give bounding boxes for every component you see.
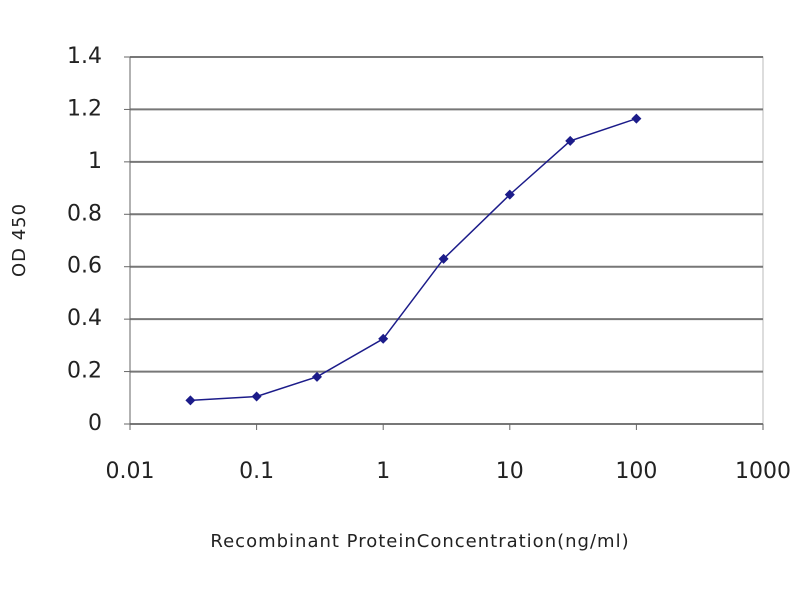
marker (185, 395, 196, 406)
marker (438, 253, 449, 264)
x-axis-title: Recombinant ProteinConcentration(ng/ml) (210, 531, 629, 552)
y-tick-label: 0.4 (67, 306, 102, 331)
marker (504, 189, 515, 200)
y-tick-label: 0.6 (67, 254, 102, 279)
y-tick-label: 0 (88, 411, 102, 436)
marker (378, 333, 389, 344)
y-tick-label: 1.2 (67, 96, 102, 121)
y-tick-label: 1 (88, 149, 102, 174)
x-tick-label: 10 (496, 459, 524, 484)
x-tick-label: 0.01 (106, 459, 155, 484)
marker (631, 113, 642, 124)
series-line (190, 117, 637, 402)
y-axis-title: OD 450 (9, 203, 30, 277)
marker (251, 391, 262, 402)
x-tick-label: 0.1 (239, 459, 274, 484)
plot-area (129, 56, 764, 425)
x-tick-label: 1000 (735, 459, 791, 484)
x-tick-label: 100 (615, 459, 657, 484)
y-tick-label: 0.2 (67, 359, 102, 384)
marker (312, 371, 323, 382)
y-tick-label: 0.8 (67, 201, 102, 226)
y-tick-label: 1.4 (67, 44, 102, 69)
x-tick-label: 1 (376, 459, 390, 484)
marker (565, 135, 576, 146)
